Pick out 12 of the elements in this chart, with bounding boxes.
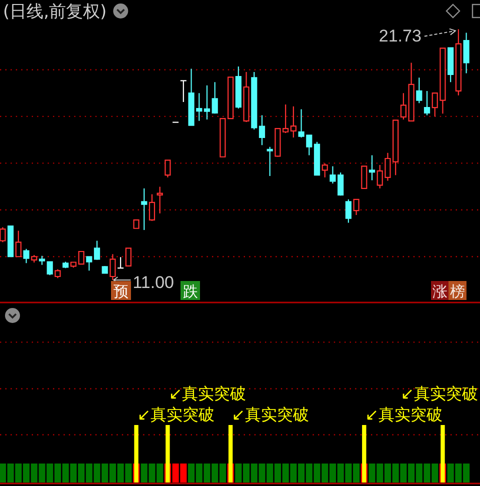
- text: ↙真实突破: [365, 405, 443, 424]
- annotation: 11.00: [132, 273, 174, 292]
- badge: 涨: [431, 281, 448, 300]
- title: (日线,前复权): [3, 2, 107, 22]
- badge: 预: [111, 281, 131, 300]
- text: ↙真实突破: [168, 384, 246, 403]
- text: ↙真实突破: [232, 405, 309, 424]
- badge: 榜: [448, 281, 466, 300]
- badge: 跌: [180, 281, 200, 300]
- text: ↙真实突破: [400, 384, 478, 403]
- text: ↙真实突破: [137, 405, 215, 424]
- annotation: 21.73: [378, 26, 422, 46]
